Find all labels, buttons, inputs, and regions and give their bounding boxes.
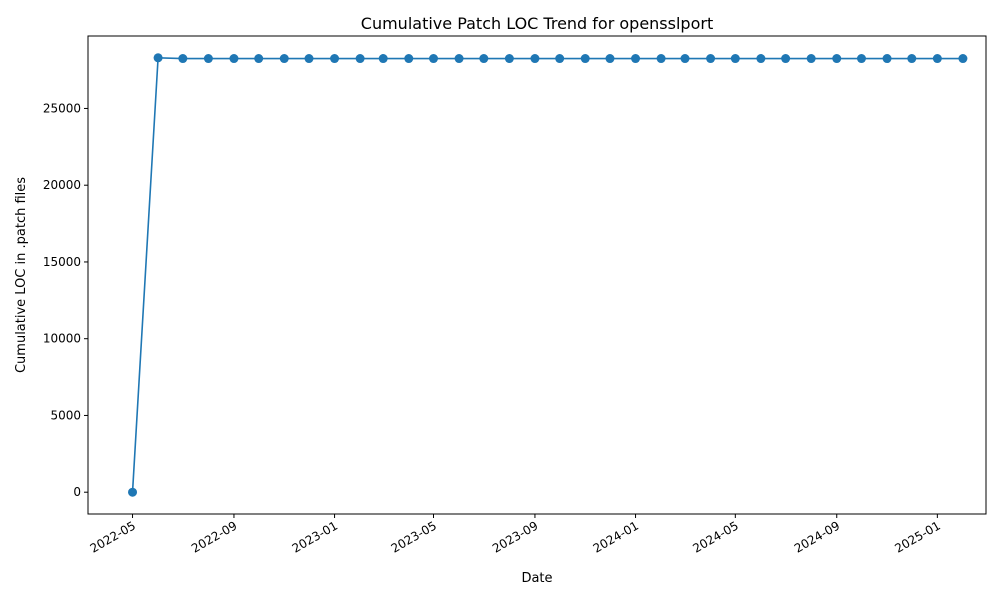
- data-point: [178, 54, 188, 64]
- data-point: [304, 54, 314, 64]
- data-point: [680, 54, 690, 64]
- data-point: [932, 54, 942, 64]
- data-point: [605, 54, 615, 64]
- data-point: [378, 54, 388, 64]
- data-point: [203, 54, 213, 64]
- x-axis-label: Date: [521, 571, 552, 586]
- data-point: [279, 54, 289, 64]
- data-point: [656, 54, 666, 64]
- y-tick-label: 0: [73, 485, 81, 499]
- data-point: [355, 54, 365, 64]
- axes-frame: [87, 35, 987, 515]
- data-point: [404, 54, 414, 64]
- data-point: [128, 487, 138, 497]
- y-tick-label: 15000: [43, 255, 81, 269]
- data-point: [555, 54, 565, 64]
- data-point: [580, 54, 590, 64]
- data-point: [530, 54, 540, 64]
- data-point: [706, 54, 716, 64]
- data-point: [153, 53, 163, 63]
- y-tick-label: 10000: [43, 332, 81, 346]
- data-point: [832, 54, 842, 64]
- data-point: [631, 54, 641, 64]
- y-axis-label: Cumulative LOC in .patch files: [14, 177, 29, 373]
- data-point: [504, 54, 514, 64]
- data-point: [254, 54, 264, 64]
- series-line: [131, 56, 963, 493]
- data-point: [730, 54, 740, 64]
- data-point: [454, 54, 464, 64]
- data-point: [229, 54, 239, 64]
- data-point: [330, 54, 340, 64]
- y-axis-ticks: 0 5000 10000 15000 20000 25000: [43, 101, 88, 499]
- data-point: [907, 54, 917, 64]
- data-point: [806, 54, 816, 64]
- plot-area: [128, 53, 968, 497]
- data-point: [429, 54, 439, 64]
- data-point: [756, 54, 766, 64]
- y-tick-label: 5000: [50, 408, 81, 422]
- y-tick-label: 25000: [43, 101, 81, 115]
- data-point: [479, 54, 489, 64]
- data-point: [781, 54, 791, 64]
- data-point: [958, 54, 968, 64]
- chart-title: Cumulative Patch LOC Trend for opensslpo…: [361, 14, 713, 33]
- data-point: [856, 54, 866, 64]
- y-tick-label: 20000: [43, 178, 81, 192]
- data-point: [882, 54, 892, 64]
